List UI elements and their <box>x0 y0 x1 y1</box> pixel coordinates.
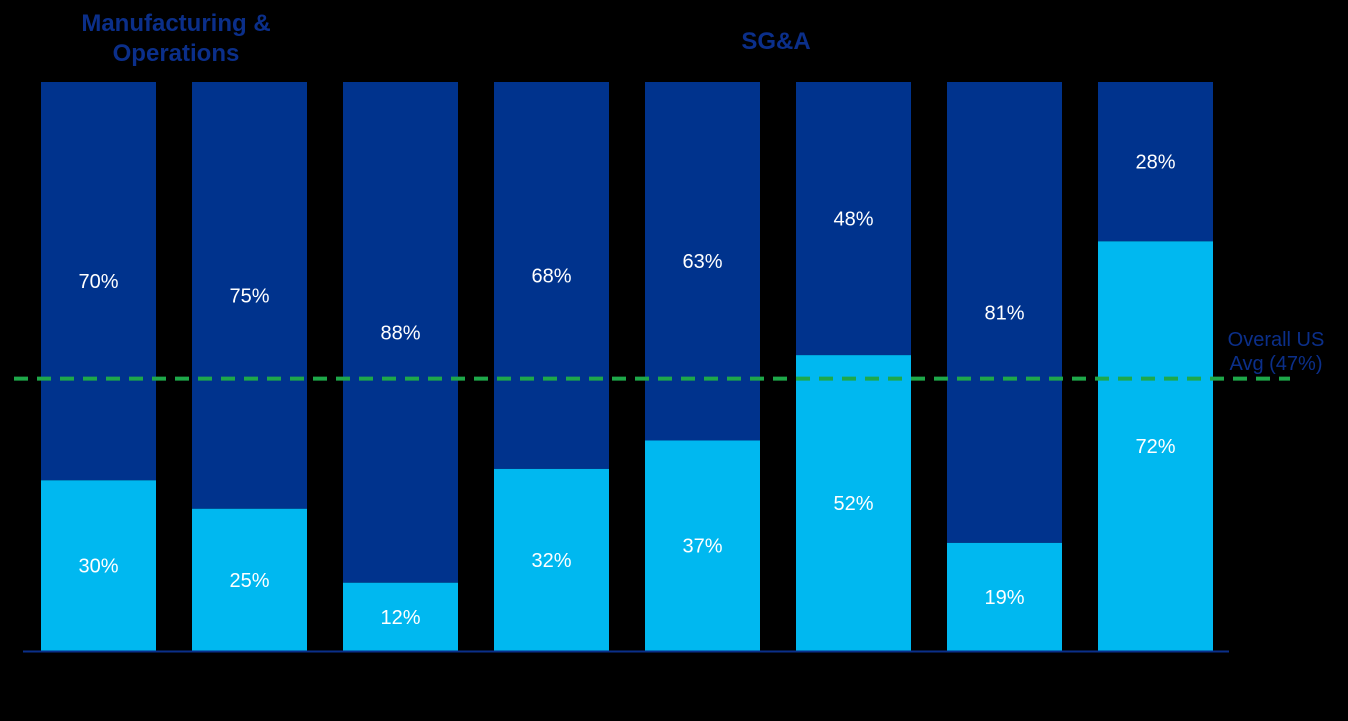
bar-bottom-7 <box>947 542 1062 651</box>
group-title-manufacturing: Manufacturing & Operations <box>36 9 316 69</box>
bar-top-5 <box>645 82 760 441</box>
data-label-top-8: 28% <box>1135 152 1175 174</box>
data-label-top-2: 75% <box>229 285 269 307</box>
group-title-manufacturing-line2: Operations <box>112 40 240 67</box>
bar-bottom-1 <box>41 480 156 651</box>
group-title-manufacturing-line1: Manufacturing & <box>81 10 271 37</box>
data-label-top-5: 63% <box>682 251 722 273</box>
bar-bottom-3 <box>343 582 458 651</box>
bar-top-8 <box>1098 82 1213 242</box>
group-title-sga-line1: SG&A <box>741 28 811 55</box>
reference-line-label-line2: Avg (47%) <box>1229 353 1323 375</box>
bar-top-2 <box>192 82 307 509</box>
bar-bottom-4 <box>494 468 609 651</box>
data-label-bottom-1: 30% <box>78 556 118 578</box>
bar-bottom-8 <box>1098 241 1213 651</box>
data-label-top-4: 68% <box>531 265 571 287</box>
data-label-bottom-2: 25% <box>229 570 269 592</box>
bar-bottom-5 <box>645 440 760 651</box>
data-label-bottom-8: 72% <box>1135 436 1175 458</box>
reference-line-label: Overall US Avg (47%) <box>1208 328 1344 376</box>
data-label-top-7: 81% <box>984 302 1024 324</box>
data-label-bottom-7: 19% <box>984 587 1024 609</box>
bar-bottom-2 <box>192 508 307 651</box>
bar-top-1 <box>41 82 156 481</box>
bar-top-7 <box>947 82 1062 543</box>
data-label-bottom-3: 12% <box>380 607 420 629</box>
data-label-top-1: 70% <box>78 271 118 293</box>
bar-top-4 <box>494 82 609 469</box>
reference-line-label-line1: Overall US <box>1227 329 1325 351</box>
data-label-bottom-6: 52% <box>833 493 873 515</box>
bar-top-3 <box>343 82 458 583</box>
data-label-top-6: 48% <box>833 209 873 231</box>
data-label-top-3: 88% <box>380 322 420 344</box>
group-title-sga: SG&A <box>676 27 876 57</box>
data-label-bottom-4: 32% <box>531 550 571 572</box>
bar-bottom-6 <box>796 355 911 651</box>
data-label-bottom-5: 37% <box>682 536 722 558</box>
bar-top-6 <box>796 82 911 356</box>
